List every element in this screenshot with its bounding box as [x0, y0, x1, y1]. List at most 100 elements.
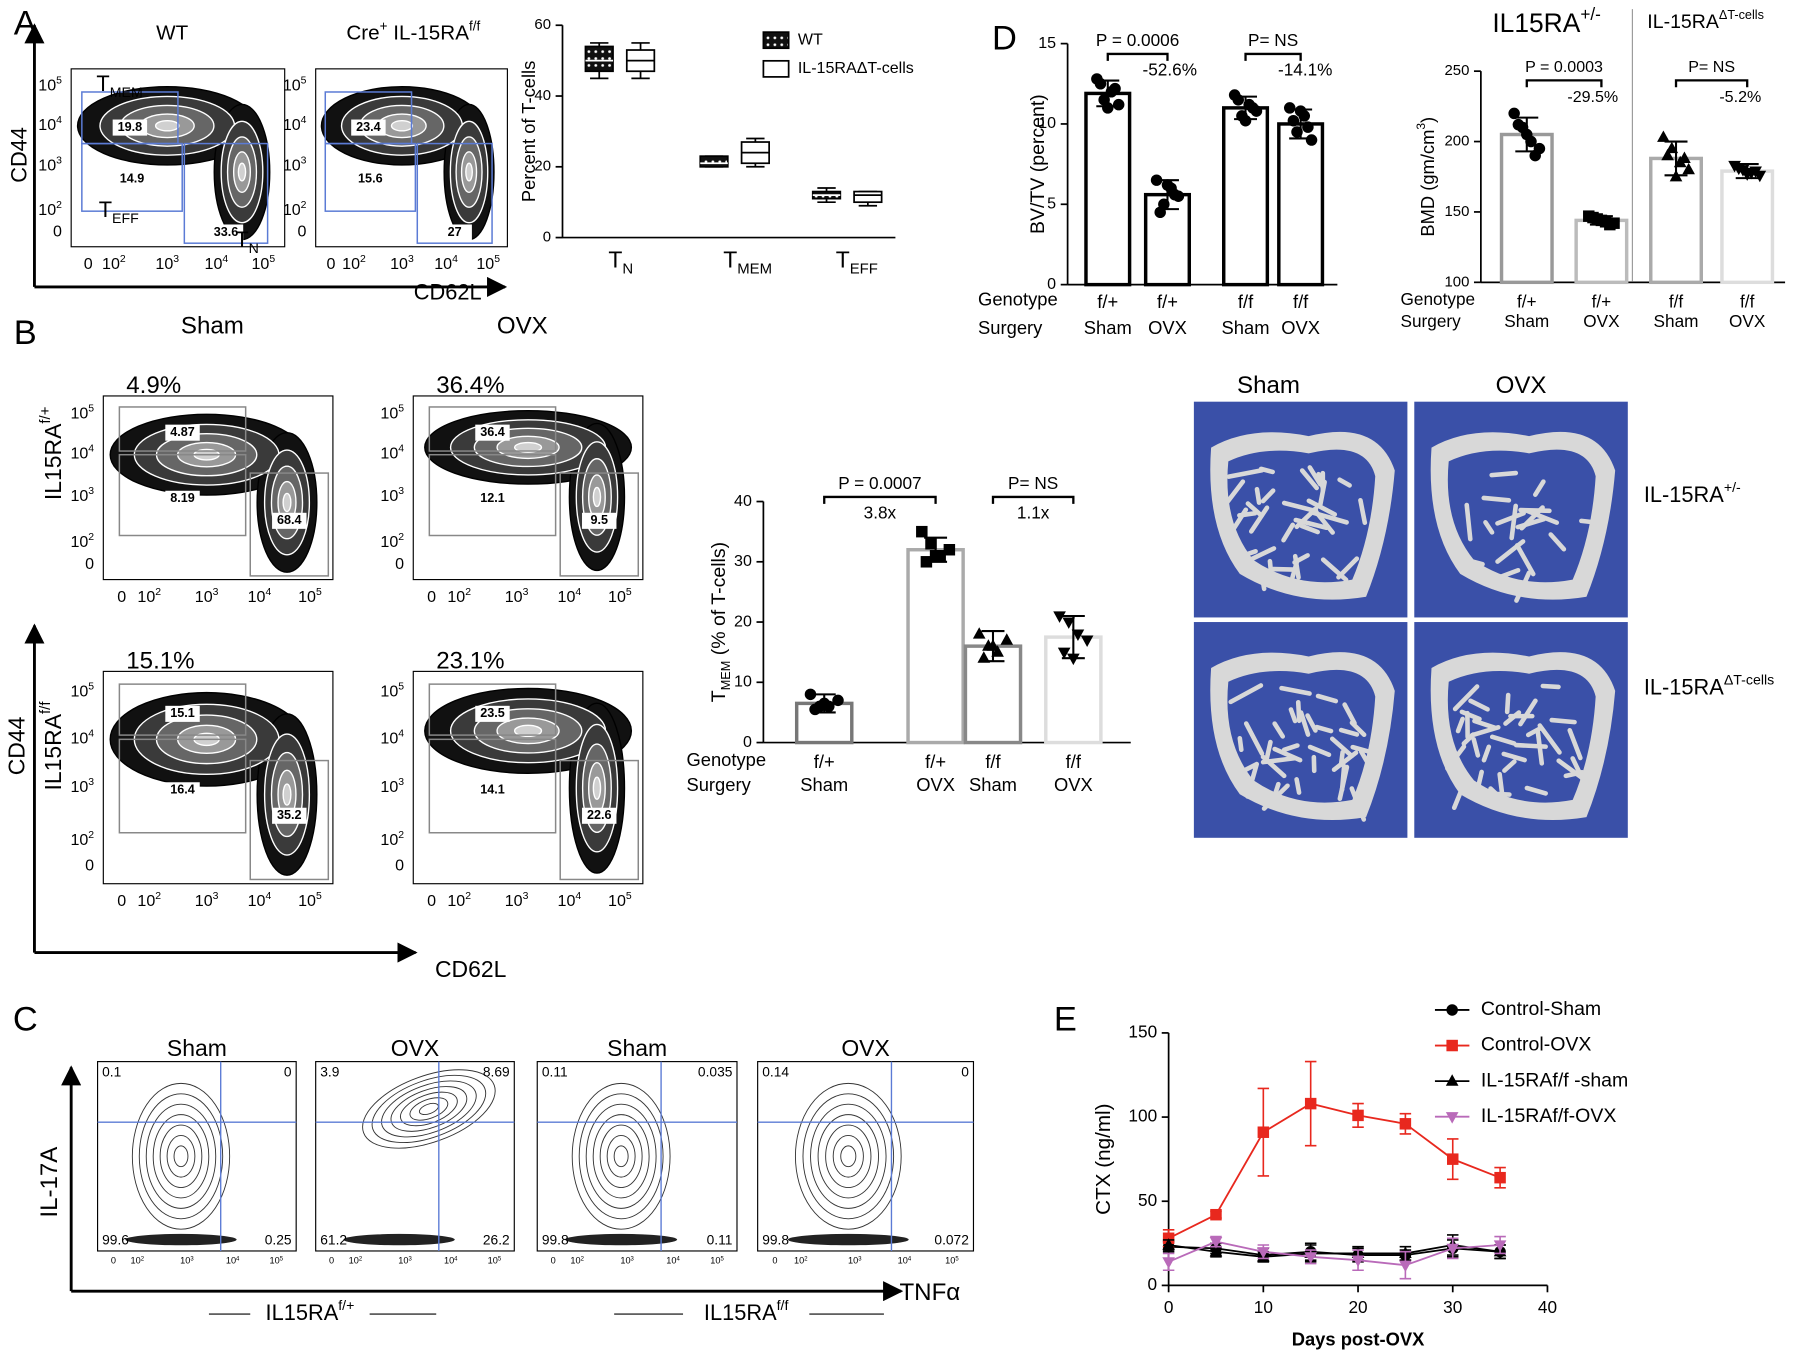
- annotation: P= NS: [1008, 473, 1058, 493]
- text-part: 10: [476, 255, 494, 273]
- text-part: 10: [558, 588, 576, 606]
- text-part: 5: [398, 682, 404, 693]
- text-part: 5: [301, 76, 307, 87]
- text-part: 10: [131, 1256, 141, 1266]
- axis-tick-label: 105: [476, 254, 500, 273]
- data-point: [1209, 1237, 1223, 1249]
- significance-bracket: [991, 495, 1075, 504]
- data-point: [1529, 149, 1541, 162]
- x-tick-label: f/f: [1740, 292, 1755, 312]
- axis-tick-label: 0: [395, 555, 404, 573]
- bar: [1084, 91, 1132, 287]
- trabecula: [1459, 709, 1482, 722]
- text-part: 4: [454, 1256, 458, 1262]
- text-part: 5: [626, 587, 632, 598]
- x-tick-label: f/+: [925, 751, 946, 772]
- data-point: [1257, 1126, 1270, 1138]
- panel-label: B: [14, 314, 37, 352]
- box: [853, 190, 883, 204]
- text-part: 2: [360, 254, 366, 265]
- text-part: 5: [269, 254, 275, 265]
- marrow: [1227, 449, 1376, 583]
- x-tick-label: Sham: [1084, 317, 1132, 338]
- text-part: T: [96, 71, 109, 96]
- contour-line: [166, 1134, 196, 1178]
- legend-marker: [1445, 1074, 1459, 1086]
- y-tick-label: 10: [734, 673, 752, 691]
- axis-tick-label: 102: [342, 254, 366, 273]
- text-part: 0: [85, 857, 94, 875]
- series-line: [1168, 1240, 1501, 1267]
- series-line: [1168, 1102, 1501, 1240]
- trabecula: [1258, 466, 1275, 475]
- x-tick-label: f/f: [1238, 291, 1254, 312]
- axis-tick-label: 104: [666, 1256, 680, 1266]
- axis-tick-label: 104: [444, 1256, 458, 1266]
- text-part: 3: [523, 891, 529, 902]
- y-tick-label: 150: [1128, 1021, 1157, 1041]
- contour-frame: [97, 1061, 297, 1252]
- data-point: [943, 544, 956, 556]
- axis-tick-label: 0: [427, 892, 436, 910]
- trabecula: [1445, 744, 1467, 771]
- text-part: 10: [70, 487, 88, 505]
- text-part: 10: [298, 892, 316, 910]
- density-contour: [282, 783, 292, 806]
- gate-value: 4.87: [170, 425, 195, 439]
- data-point: [1067, 653, 1080, 666]
- y-tick-label: 0: [1148, 1274, 1158, 1294]
- legend-marker: [1446, 1039, 1458, 1052]
- text-part: 10: [137, 588, 155, 606]
- density-contour: [282, 492, 292, 513]
- axis-tick-label: 105: [252, 254, 276, 273]
- data-point: [1062, 617, 1076, 629]
- gate-value: 68.4: [277, 513, 302, 527]
- row-title: IL15RAf/+: [38, 407, 67, 501]
- data-point: [1682, 162, 1695, 175]
- text-part: 10: [608, 588, 626, 606]
- text-part: 0: [53, 223, 62, 241]
- text-part: 2: [359, 1256, 363, 1262]
- text-part: 10: [155, 255, 173, 273]
- axis-tick-label: 0: [53, 223, 62, 241]
- error-bar: [1096, 79, 1120, 108]
- text-part: 10: [38, 157, 56, 175]
- axis-tick-label: 104: [380, 729, 404, 748]
- contour-line: [578, 1093, 664, 1220]
- panel-label: E: [1054, 1001, 1077, 1039]
- contour-line: [794, 1082, 902, 1230]
- text-part: 4: [575, 891, 581, 902]
- text-part: 0: [427, 892, 436, 910]
- contour-line: [381, 1080, 477, 1138]
- axis-tick-label: 102: [38, 200, 62, 219]
- column-title: Sham: [181, 312, 244, 339]
- text-part: 10: [226, 1256, 236, 1266]
- gate-label-box: [208, 224, 244, 241]
- trabecula: [1281, 743, 1300, 753]
- text-part: 0: [395, 857, 404, 875]
- text-part: +/-: [1580, 4, 1600, 24]
- trabecula: [1509, 503, 1519, 541]
- density-contour: [237, 162, 247, 182]
- text-part: 10: [380, 683, 398, 701]
- gate-percentage: 4.9%: [126, 372, 181, 399]
- bar: [1499, 132, 1554, 285]
- text-part: 10: [505, 588, 523, 606]
- error-bar: [924, 536, 948, 563]
- bar: [1277, 122, 1325, 287]
- text-part: f/+: [338, 1298, 354, 1314]
- axis-label: CD62L: [414, 280, 482, 305]
- trabecula: [1316, 471, 1326, 490]
- y-axis-label: CTX (ng/ml): [1092, 1103, 1115, 1214]
- contour-line: [832, 1134, 864, 1178]
- gate: [428, 738, 557, 834]
- quadrant-value: 0: [961, 1065, 969, 1080]
- axis-tick-label: 102: [131, 1256, 145, 1266]
- trabecula: [1524, 785, 1548, 796]
- data-point: [1587, 211, 1599, 224]
- quadrant-value: 0.11: [542, 1065, 568, 1080]
- data-point: [972, 627, 986, 639]
- gate-value: 36.4: [480, 425, 505, 439]
- text-part: 3: [858, 1256, 862, 1262]
- error-bar: [1589, 215, 1613, 226]
